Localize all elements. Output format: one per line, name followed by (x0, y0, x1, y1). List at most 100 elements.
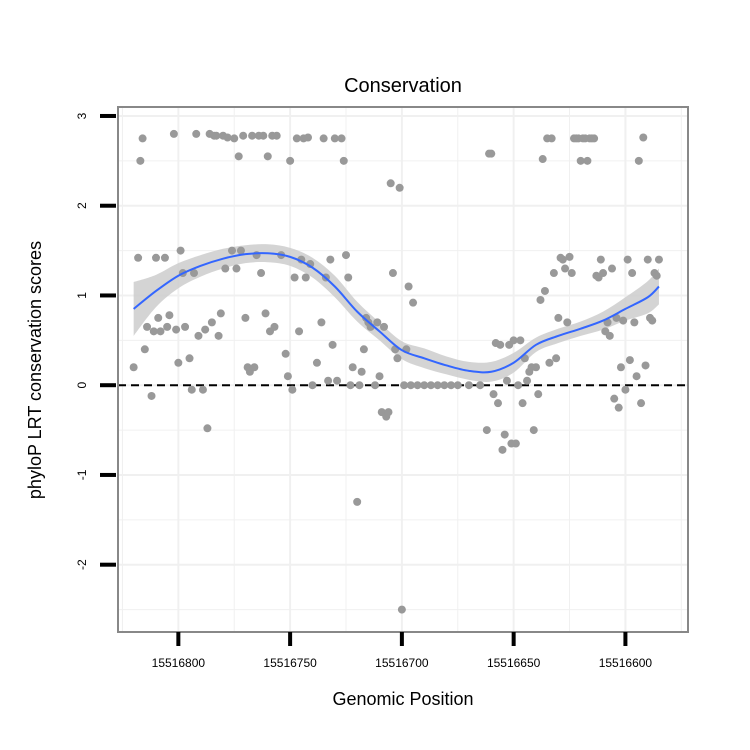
data-point (433, 381, 442, 390)
data-point (643, 255, 652, 264)
data-point (185, 354, 194, 363)
data-point (286, 156, 295, 165)
data-point (165, 311, 174, 320)
data-point (232, 264, 241, 273)
data-point (567, 269, 576, 278)
data-point (547, 134, 556, 143)
data-point (290, 273, 299, 282)
y-tick-label: 3 (75, 112, 89, 119)
data-point (295, 327, 304, 336)
data-point (634, 156, 643, 165)
data-point (375, 372, 384, 381)
confidence-band (133, 244, 659, 383)
data-point (380, 322, 388, 331)
data-point (149, 327, 158, 336)
data-point (212, 131, 221, 140)
data-point (616, 363, 625, 372)
data-point (406, 381, 415, 390)
x-axis-title: Genomic Position (332, 689, 473, 709)
data-point (639, 133, 648, 142)
data-point (270, 322, 279, 331)
smooth-line-layer (133, 252, 660, 374)
data-point (174, 358, 183, 367)
data-point (536, 295, 545, 304)
x-axis: 15516800 15516750 15516700 15516650 15516600 (152, 632, 652, 670)
data-point (308, 381, 317, 390)
data-point (388, 269, 397, 278)
data-point (413, 381, 422, 390)
data-point (523, 376, 532, 385)
points-layer (129, 129, 663, 614)
data-point (259, 131, 268, 140)
y-tick-label: -1 (75, 469, 89, 480)
data-point (304, 133, 312, 142)
data-point (637, 399, 646, 408)
data-point (283, 372, 292, 381)
data-point (140, 345, 149, 354)
data-point (272, 131, 281, 140)
data-point (319, 134, 328, 143)
x-tick-label: 15516700 (375, 656, 429, 670)
data-point (355, 381, 364, 390)
data-point (619, 316, 628, 325)
y-axis: -2 -1 0 1 2 3 (75, 112, 116, 570)
y-axis-title: phyloP LRT conservation scores (25, 241, 45, 499)
data-point (534, 390, 543, 399)
data-point (426, 381, 435, 390)
data-point (228, 246, 236, 255)
data-point (447, 381, 456, 390)
data-point (540, 286, 549, 295)
confidence-band-layer (133, 244, 659, 383)
data-point (192, 129, 201, 138)
data-point (561, 264, 570, 273)
data-point (516, 336, 525, 345)
data-point (152, 253, 160, 262)
data-point (621, 385, 630, 394)
data-point (393, 354, 402, 363)
data-point (482, 426, 491, 435)
data-point (312, 358, 321, 367)
data-point (608, 264, 616, 273)
data-point (328, 340, 337, 349)
loess-fit-line (133, 252, 660, 374)
data-point (326, 255, 335, 264)
data-point (301, 273, 310, 282)
data-point (134, 253, 143, 262)
data-point (154, 313, 163, 322)
data-point (532, 363, 540, 372)
data-point (172, 325, 181, 334)
y-tick-label: -2 (75, 559, 89, 570)
data-point (395, 183, 404, 192)
data-point (625, 356, 634, 365)
data-point (409, 298, 418, 307)
data-point (552, 354, 561, 363)
data-point (400, 381, 409, 390)
data-point (263, 152, 272, 161)
data-point (248, 131, 257, 140)
data-point (371, 381, 380, 390)
data-point (288, 385, 297, 394)
y-tick-label: 0 (75, 382, 89, 389)
data-point (138, 134, 147, 143)
data-point (344, 273, 353, 282)
y-tick-label: 2 (75, 202, 89, 209)
data-point (241, 313, 250, 322)
data-point (187, 385, 196, 394)
data-point (538, 155, 547, 164)
data-point (565, 252, 574, 261)
data-point (509, 336, 518, 345)
data-point (487, 149, 496, 158)
data-point (386, 179, 395, 188)
data-point (236, 246, 245, 255)
data-point (511, 439, 520, 448)
data-point (654, 255, 663, 264)
data-point (317, 318, 326, 327)
data-point (498, 445, 507, 454)
data-point (630, 318, 639, 327)
data-point (599, 269, 608, 278)
data-point (549, 269, 558, 278)
data-point (136, 156, 145, 165)
data-point (397, 605, 406, 614)
data-point (554, 313, 563, 322)
data-point (489, 390, 498, 399)
